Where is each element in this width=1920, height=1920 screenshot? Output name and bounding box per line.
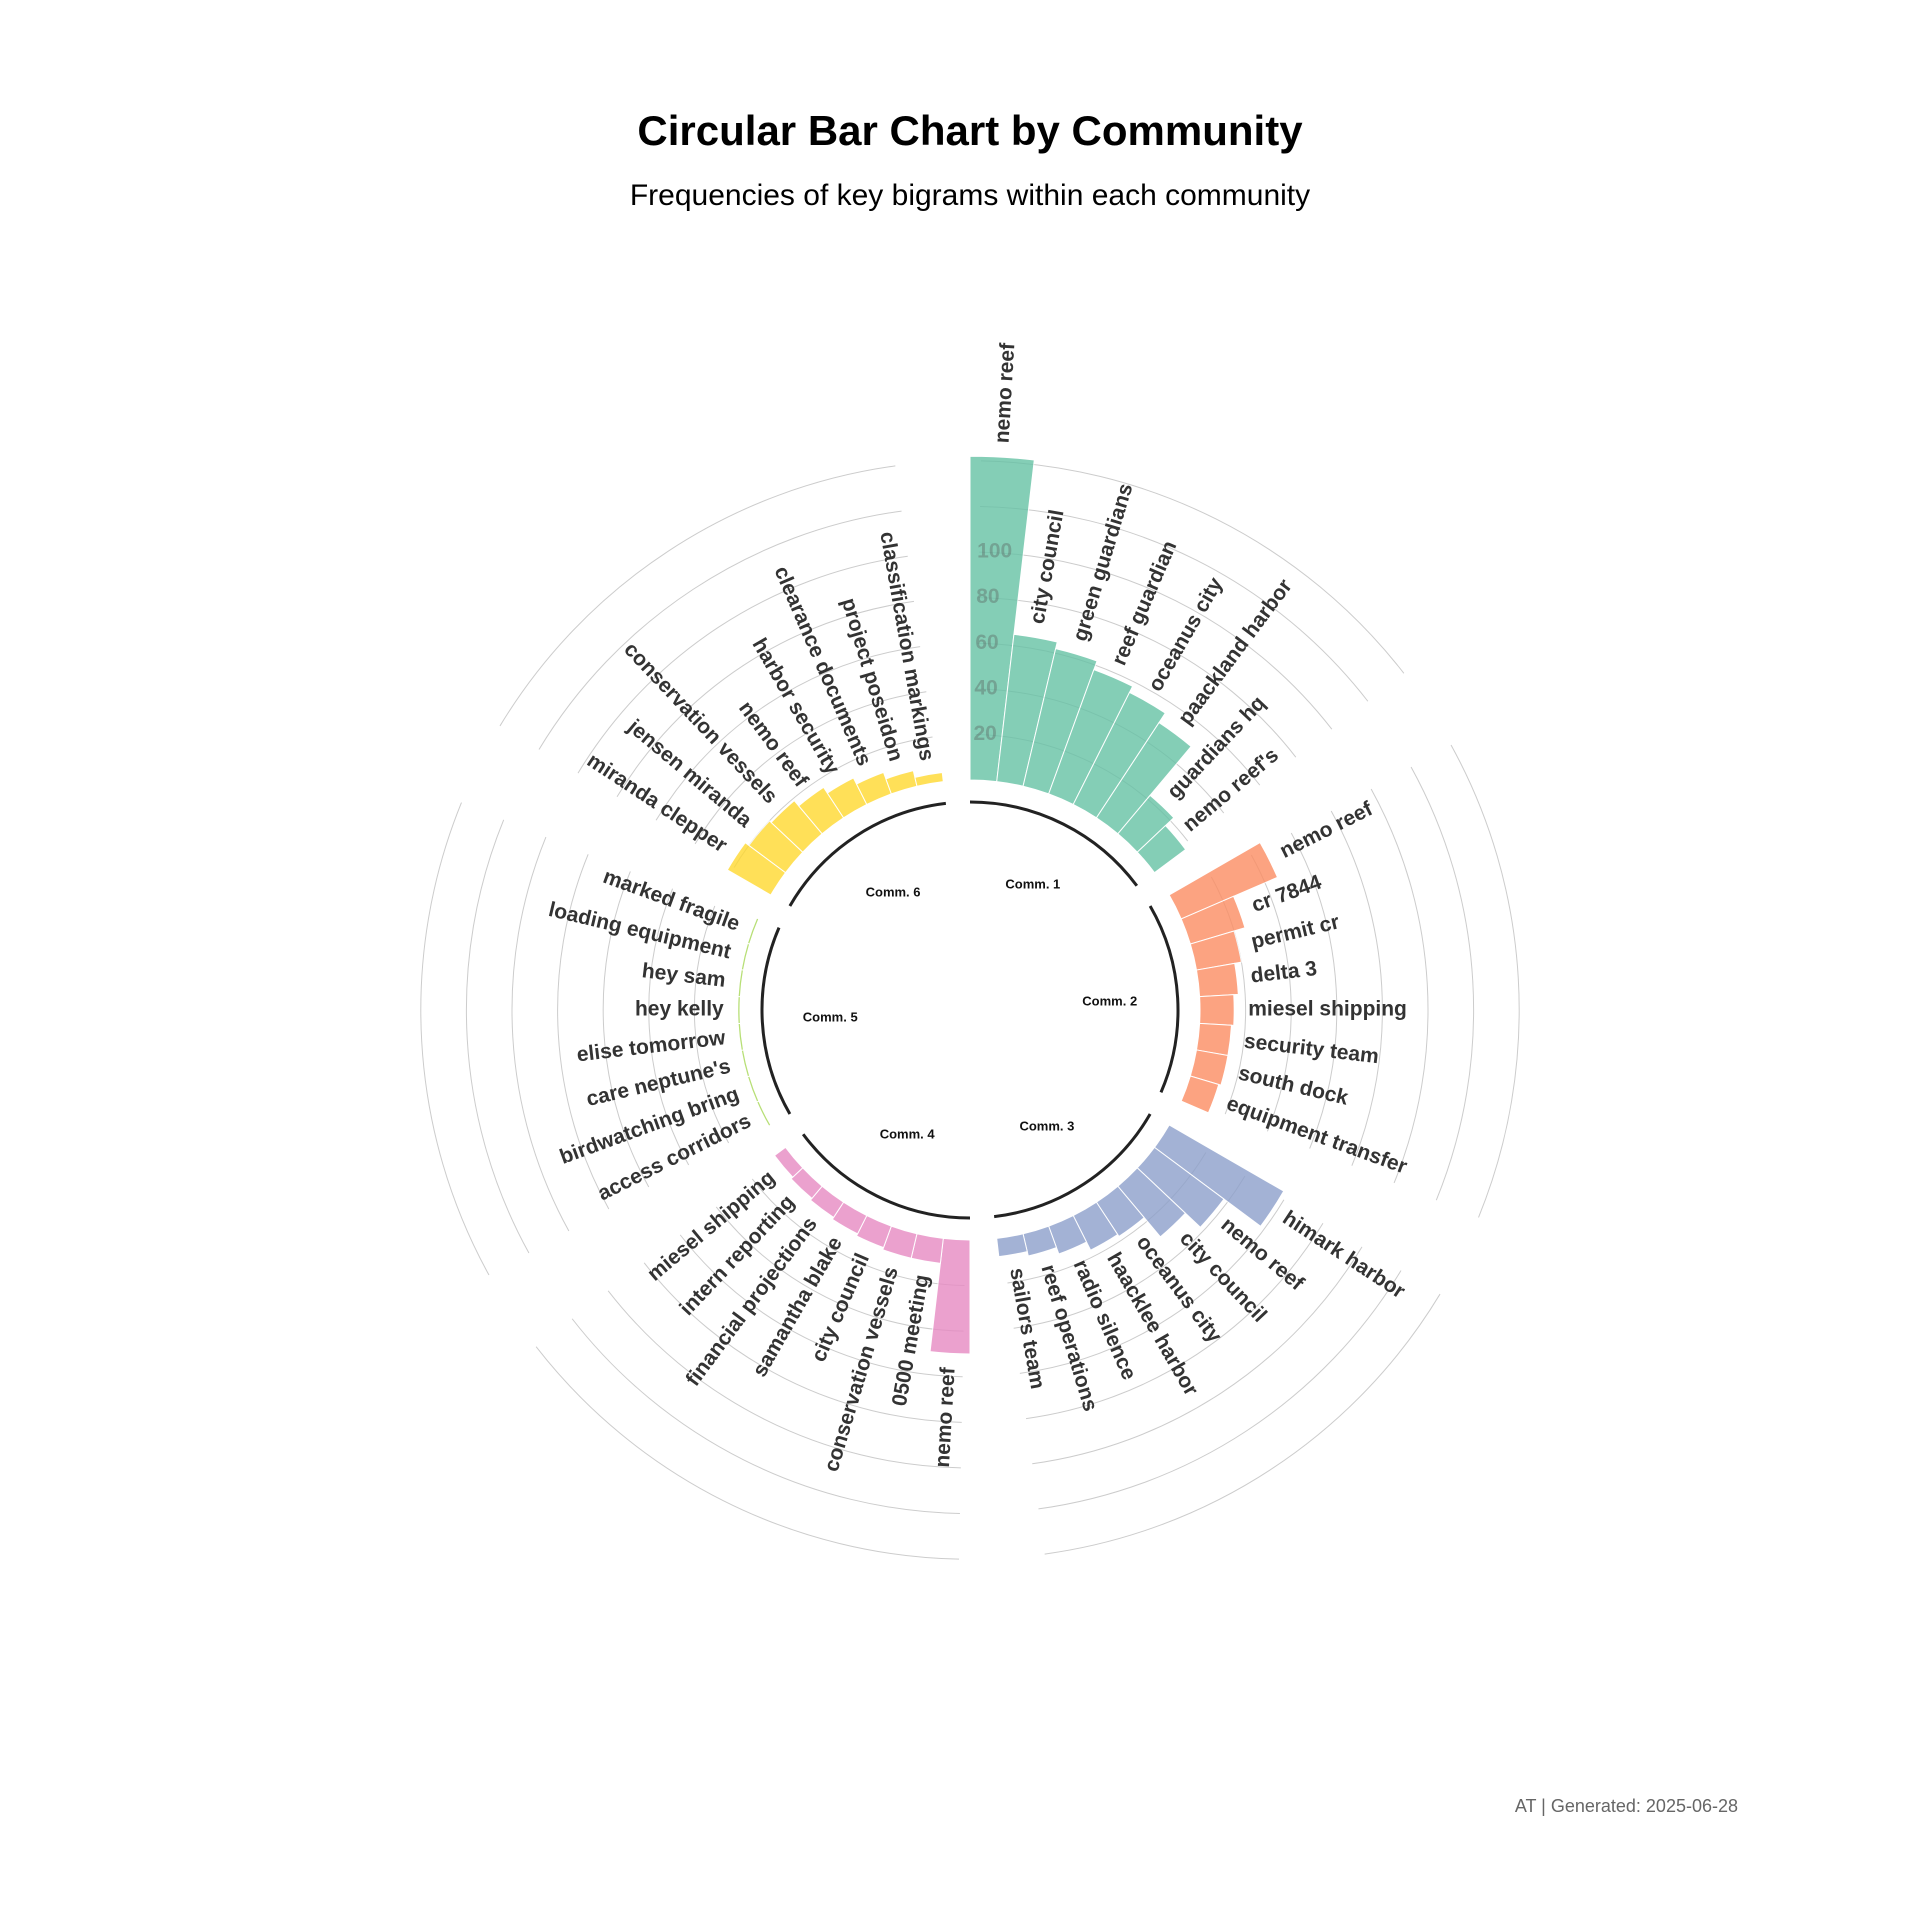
community-arc [993,1113,1152,1219]
bar-label: delta 3 [1249,957,1318,988]
bar [737,995,741,1025]
community-arc [760,927,792,1115]
grid-arc [577,555,908,774]
grid-arc [465,819,530,1254]
grid-arc [1013,1175,1246,1329]
grid-arc [535,1346,960,1560]
bar [740,942,751,971]
grid-arc [1250,854,1292,1132]
chart-subtitle: Frequencies of key bigrams within each c… [630,179,1310,212]
grid-arc [571,1318,960,1514]
y-tick-label: 100 [977,540,1012,563]
community-markers: Comm. 1 Comm. 2 Comm. 3 Comm. 4 Comm. 5 Comm.… [760,800,1180,1220]
y-tick-labels: 20 40 60 80 100 [974,540,1013,745]
community-arc [788,801,947,907]
bar [1180,1075,1220,1114]
plot-area: Comm. 1 Comm. 2 Comm. 3 Comm. 4 Comm. 5 Comm.… [420,341,1520,1560]
y-tick-label: 20 [974,722,997,745]
bars [726,455,1285,1355]
community-arc [969,800,1139,887]
grid-arc [1450,744,1520,1218]
bar [737,969,745,998]
grid-arc [978,597,1297,758]
grid-arc [557,854,610,1210]
bar [773,1146,804,1178]
grid-arc [1410,766,1475,1201]
bar [756,1100,772,1127]
grid-arc [648,888,690,1166]
grid-arc [751,1178,965,1287]
grid-lines [420,460,1520,1560]
grid-arc [1044,1293,1441,1555]
bar-label: nemo reef [1276,797,1377,863]
chart-title: Circular Bar Chart by Community [637,107,1303,154]
grid-arc [1038,1270,1402,1510]
bar [1199,994,1235,1026]
grid-arc [499,465,896,727]
grid-arc [511,836,570,1232]
bar [737,1022,745,1051]
bar-label: hey kelly [635,998,724,1021]
y-tick-label: 60 [975,631,998,654]
community-label: Comm. 4 [880,1127,936,1142]
chart-caption: AT | Generated: 2025-06-28 [1515,1796,1738,1816]
grid-arc [1290,832,1338,1149]
grid-arc [607,1290,961,1469]
grid-arc [1025,1223,1324,1420]
grid-arc [1330,810,1383,1166]
y-tick-label: 80 [976,585,999,608]
grid-arc [1370,788,1429,1184]
community-arc [1148,905,1180,1093]
y-tick-label: 40 [974,676,997,699]
bar-label: hey sam [641,959,727,992]
grid-arc [980,506,1369,702]
bar-label: nemo reef [991,341,1020,444]
bar-label: equipment transfer [1224,1092,1411,1179]
community-label: Comm. 3 [1019,1118,1074,1133]
bar-label: miesel shipping [1248,998,1407,1021]
bar-label: security team [1243,1030,1380,1069]
community-label: Comm. 6 [866,884,921,899]
grid-arc [616,600,915,797]
grid-arc [1032,1246,1363,1465]
grid-arc [694,691,927,845]
grid-arc [715,1206,964,1332]
bar [996,1233,1028,1258]
grid-arc [693,905,730,1144]
grid-arc [679,1234,963,1378]
community-label: Comm. 2 [1082,993,1137,1008]
grid-arc [1019,1199,1285,1374]
bar-label: permit cr [1249,910,1342,953]
grid-arc [980,460,1405,674]
bar [740,1049,751,1078]
bar-label: nemo reef [931,1366,960,1469]
bar [914,771,944,787]
bar-label: paackland harbor [1174,575,1297,729]
grid-arc [420,802,490,1276]
grid-arc [655,646,921,821]
bar [885,770,918,795]
bar [746,917,760,945]
grid-arc [643,1262,962,1423]
community-label: Comm. 5 [803,1010,858,1025]
community-label: Comm. 1 [1005,876,1060,891]
bar [1136,824,1187,874]
grid-arc [602,871,650,1188]
grid-arc [979,551,1333,730]
community-arc [801,1133,971,1220]
bar [746,1075,760,1103]
grid-arc [538,510,902,750]
